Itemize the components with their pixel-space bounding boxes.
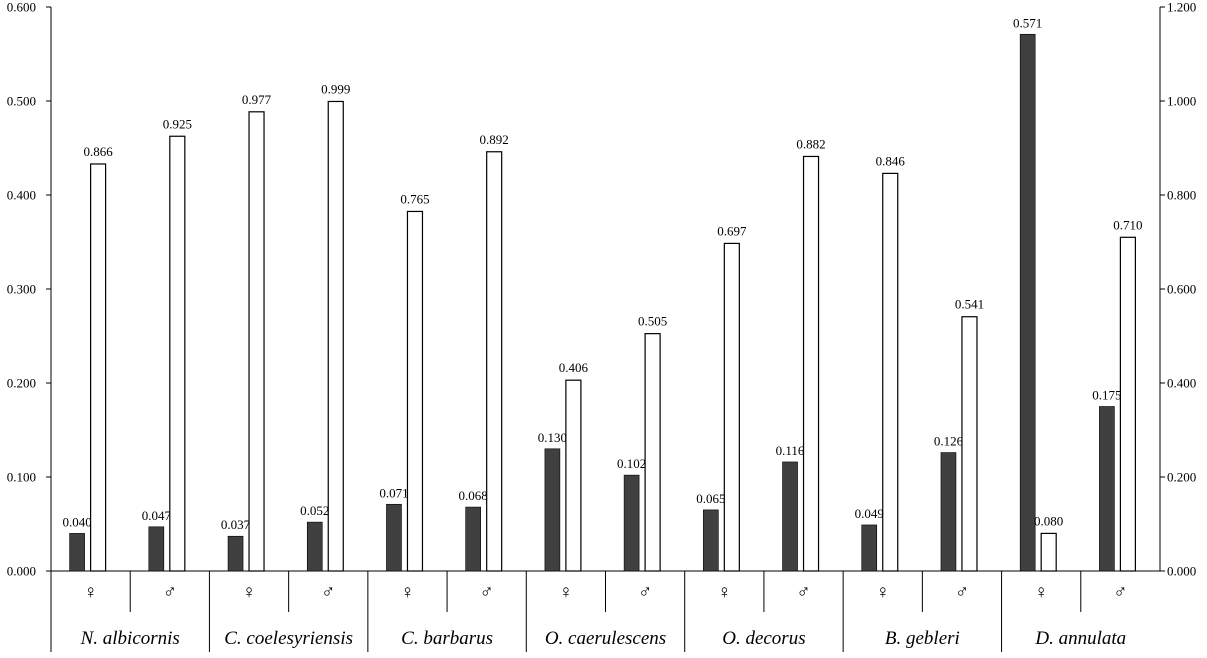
data-label-dark: 0.175 <box>1092 388 1121 403</box>
left-tick-label: 0.000 <box>7 564 36 579</box>
right-tick-label: 1.200 <box>1167 0 1196 15</box>
data-label-white: 0.999 <box>321 81 350 96</box>
sex-label: ♂ <box>163 582 177 603</box>
data-label-dark: 0.068 <box>459 488 488 503</box>
data-label-dark: 0.037 <box>221 517 251 532</box>
data-label-white: 0.697 <box>717 223 747 238</box>
sex-label: ♀ <box>559 582 573 603</box>
data-label-dark: 0.102 <box>617 456 646 471</box>
data-label-white: 0.977 <box>242 92 272 107</box>
data-label-white: 0.892 <box>480 132 509 147</box>
species-label: O. caerulescens <box>545 628 666 649</box>
bar-dark <box>306 521 323 572</box>
right-tick-label: 0.600 <box>1167 282 1196 297</box>
data-label-dark: 0.130 <box>538 430 567 445</box>
bar-white <box>1040 532 1057 572</box>
species-label: D. annulata <box>1034 628 1126 649</box>
data-label-dark: 0.047 <box>142 508 172 523</box>
bar-white <box>327 100 344 572</box>
right-tick-label: 1.000 <box>1167 94 1196 109</box>
bar-white <box>90 163 107 572</box>
bar-dark <box>782 461 798 572</box>
sex-label: ♀ <box>717 582 731 603</box>
sex-label: ♂ <box>321 582 335 603</box>
sex-label: ♀ <box>242 582 256 603</box>
bar-dark <box>148 526 165 572</box>
bar-dark <box>69 533 85 572</box>
bar-dark <box>861 524 878 572</box>
data-label-white: 0.710 <box>1113 217 1142 232</box>
bar-white <box>169 135 186 572</box>
right-tick-label: 0.400 <box>1167 376 1196 391</box>
data-label-dark: 0.065 <box>696 491 725 506</box>
data-label-dark: 0.052 <box>300 503 329 518</box>
bar-dark <box>623 474 640 572</box>
data-label-dark: 0.071 <box>379 485 408 500</box>
data-label-white: 0.406 <box>559 360 589 375</box>
sex-label: ♂ <box>1113 582 1127 603</box>
bar-dark <box>544 448 561 572</box>
bar-white <box>961 316 978 572</box>
sex-label: ♀ <box>1034 582 1048 603</box>
left-tick-label: 0.500 <box>7 94 36 109</box>
bar-white <box>406 210 424 572</box>
bar-dark <box>386 503 402 572</box>
bar-white <box>1119 236 1136 572</box>
sex-label: ♀ <box>400 582 414 603</box>
bar-dark <box>940 452 957 572</box>
bar-white <box>882 172 899 572</box>
bar-dark <box>1099 406 1115 572</box>
bar-white <box>644 333 661 572</box>
data-label-white: 0.765 <box>400 191 429 206</box>
sex-label: ♀ <box>876 582 890 603</box>
left-tick-label: 0.100 <box>7 470 36 485</box>
bar-white <box>486 151 503 572</box>
left-tick-label: 0.300 <box>7 282 36 297</box>
species-label: N. albicornis <box>80 628 180 649</box>
data-label-white: 0.541 <box>955 297 984 312</box>
data-label-dark: 0.049 <box>855 506 884 521</box>
bar-dark <box>227 535 244 572</box>
data-label-dark: 0.126 <box>934 434 964 449</box>
sex-label: ♀ <box>83 582 97 603</box>
data-label-white: 0.846 <box>876 153 906 168</box>
right-tick-label: 0.800 <box>1167 188 1196 203</box>
data-label-white: 0.882 <box>796 136 825 151</box>
data-label-white: 0.866 <box>83 144 113 159</box>
data-label-dark: 0.116 <box>776 443 805 458</box>
bar-dark <box>703 509 719 572</box>
data-label-white: 0.505 <box>638 314 667 329</box>
right-tick-label: 0.200 <box>1167 470 1196 485</box>
sex-label: ♂ <box>480 582 494 603</box>
left-tick-label: 0.400 <box>7 188 36 203</box>
bar-white <box>802 155 820 572</box>
species-label: O. decorus <box>722 628 805 649</box>
left-tick-label: 0.200 <box>7 376 36 391</box>
species-label: C. coelesyriensis <box>224 628 353 649</box>
left-tick-label: 0.600 <box>7 0 36 15</box>
bar-dark <box>1019 33 1036 572</box>
data-label-white: 0.925 <box>163 116 192 131</box>
right-tick-label: 0.000 <box>1167 564 1196 579</box>
sex-label: ♂ <box>796 582 810 603</box>
species-label: B. gebleri <box>885 628 960 649</box>
data-label-dark: 0.571 <box>1013 15 1042 30</box>
sex-label: ♂ <box>955 582 969 603</box>
sex-label: ♂ <box>638 582 652 603</box>
bar-white <box>248 111 265 572</box>
bar-white <box>723 242 740 572</box>
bar-dark <box>465 506 481 572</box>
data-label-white: 0.080 <box>1034 513 1063 528</box>
species-label: C. barbarus <box>401 628 493 649</box>
bar-white <box>565 379 582 572</box>
data-label-dark: 0.040 <box>62 514 91 529</box>
